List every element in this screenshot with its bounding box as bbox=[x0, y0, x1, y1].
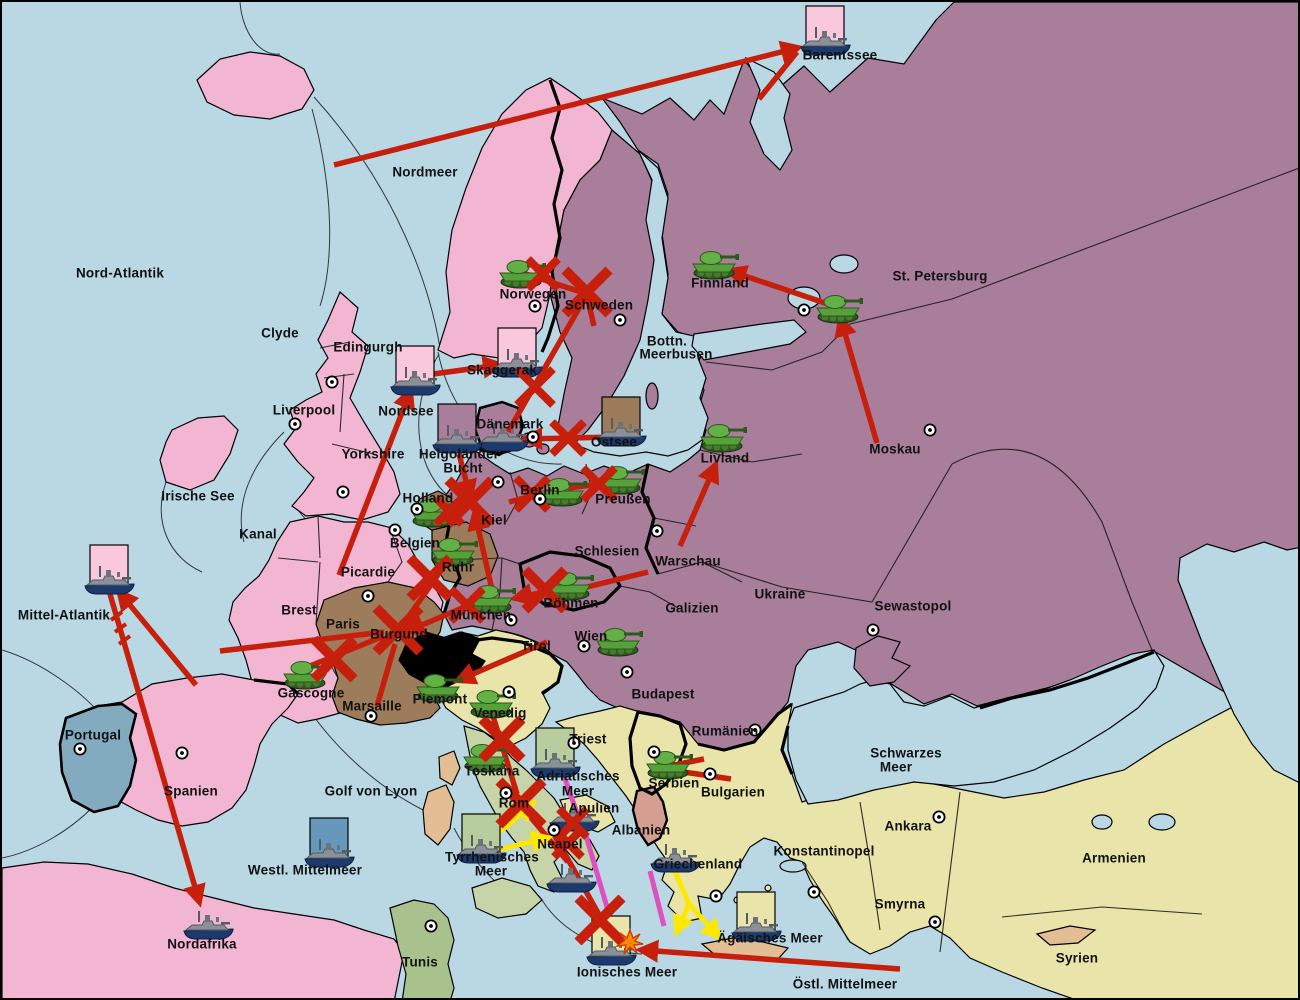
move-arrow-red bbox=[467, 507, 496, 595]
standoff-x bbox=[310, 635, 358, 683]
move-arrow-red bbox=[723, 265, 829, 307]
army-unit[interactable] bbox=[816, 295, 864, 324]
move-arrow-red bbox=[756, 50, 800, 101]
standoff-x bbox=[514, 366, 556, 408]
move-arrow-red bbox=[425, 355, 506, 379]
fleet-unit[interactable] bbox=[596, 396, 647, 447]
move-arrow-red bbox=[115, 587, 199, 687]
standoff-x bbox=[478, 715, 526, 763]
move-arrow-red bbox=[107, 593, 206, 908]
fleet-unit[interactable] bbox=[650, 843, 701, 873]
move-arrow-red bbox=[374, 643, 398, 707]
move-arrow-red bbox=[584, 295, 597, 327]
move-arrow-red bbox=[548, 827, 605, 922]
standoff-x bbox=[525, 256, 561, 292]
standoff-marks-layer bbox=[310, 256, 644, 955]
fleet-unit[interactable] bbox=[731, 891, 782, 942]
move-arrow-red bbox=[578, 569, 649, 592]
standoff-x bbox=[433, 495, 465, 527]
fleet-unit[interactable] bbox=[530, 727, 581, 778]
move-arrow-red bbox=[677, 459, 720, 548]
units-layer bbox=[84, 5, 864, 966]
fleet-unit[interactable] bbox=[183, 910, 234, 940]
fleet-unit[interactable] bbox=[800, 5, 851, 56]
move-arrow-red bbox=[336, 385, 415, 576]
move-arrow-yellow bbox=[687, 902, 723, 941]
fleet-unit[interactable] bbox=[304, 817, 355, 868]
convoy-dash bbox=[109, 610, 124, 622]
fleet-unit[interactable] bbox=[390, 345, 441, 396]
move-arrow-red bbox=[452, 639, 549, 685]
fleet-unit[interactable] bbox=[546, 863, 597, 893]
move-arrow-red bbox=[219, 629, 385, 654]
standoff-x bbox=[580, 465, 618, 503]
army-unit[interactable] bbox=[700, 424, 748, 453]
move-arrow-red bbox=[505, 294, 589, 434]
fleet-unit[interactable] bbox=[84, 544, 135, 595]
standoff-x bbox=[549, 419, 587, 457]
move-arrows-layer bbox=[107, 40, 901, 972]
army-unit[interactable] bbox=[596, 628, 644, 657]
fleet-unit[interactable] bbox=[456, 813, 507, 864]
move-arrow-red bbox=[635, 939, 901, 972]
standoff-x bbox=[406, 554, 454, 602]
standoff-x bbox=[372, 604, 424, 656]
army-unit[interactable] bbox=[469, 690, 517, 719]
move-arrow-yellow bbox=[673, 902, 694, 938]
move-arrow-red bbox=[333, 40, 804, 168]
fleet-unit[interactable] bbox=[432, 403, 483, 454]
standoff-x bbox=[448, 586, 486, 624]
move-arrow-yellow bbox=[670, 866, 692, 905]
standoff-x bbox=[521, 566, 569, 614]
move-arrow-red bbox=[454, 453, 478, 503]
standoff-x bbox=[574, 894, 626, 946]
move-arrow-red bbox=[834, 313, 880, 444]
convoy-dash bbox=[117, 634, 132, 646]
standoff-x bbox=[561, 266, 613, 318]
fleet-unit[interactable] bbox=[478, 422, 529, 452]
army-unit[interactable] bbox=[431, 538, 479, 567]
army-unit[interactable] bbox=[646, 751, 694, 780]
army-unit[interactable] bbox=[416, 674, 464, 703]
convoy-dash bbox=[113, 622, 128, 634]
move-arrow-magenta bbox=[647, 870, 667, 927]
standoff-x bbox=[495, 777, 547, 829]
army-unit[interactable] bbox=[692, 251, 740, 280]
